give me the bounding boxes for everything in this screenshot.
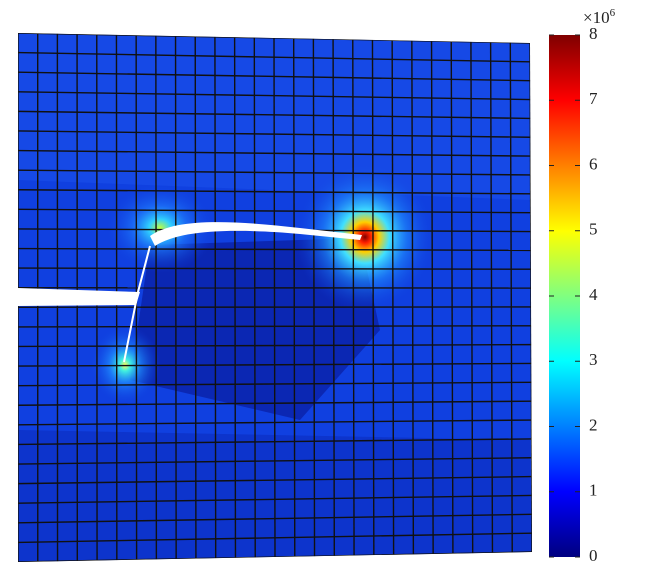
mesh-line	[18, 438, 532, 446]
mesh-line	[391, 40, 395, 555]
mesh-line	[18, 475, 532, 485]
mesh-line	[174, 36, 177, 559]
mesh-line	[18, 400, 532, 406]
stress-hotspot	[295, 162, 435, 312]
mesh-line	[18, 71, 531, 82]
mesh-line	[18, 419, 532, 426]
mesh-line	[18, 494, 532, 504]
mesh-line	[214, 36, 217, 559]
colorbar-tick-label: 0	[589, 546, 598, 565]
mesh-line	[18, 325, 532, 328]
colorbar-tick-label: 2	[589, 415, 598, 434]
mesh-line	[489, 42, 494, 553]
mesh-line	[18, 267, 531, 270]
colorbar-tick-label: 5	[589, 220, 598, 239]
mesh-line	[430, 41, 434, 554]
mesh-line	[292, 38, 296, 557]
stress-hotspot	[105, 183, 215, 273]
multiplier-base: ×10	[583, 8, 610, 27]
mesh-line	[352, 39, 355, 556]
mesh-line	[18, 189, 531, 195]
mesh-line	[18, 247, 531, 252]
colorbar-tick-label: 4	[589, 285, 598, 304]
mesh-line	[253, 37, 256, 558]
colorbar	[549, 35, 580, 557]
colorbar-multiplier: ×106	[583, 7, 616, 27]
crack	[123, 245, 151, 363]
colorbar-axis: 0 1 2 3 4 5 6 7 8	[549, 24, 598, 565]
mesh-line	[18, 513, 532, 524]
mesh-line	[18, 343, 532, 348]
mesh-line	[233, 37, 237, 558]
mesh-line	[18, 51, 531, 63]
mesh-line	[332, 39, 336, 556]
mesh-line	[470, 41, 474, 554]
multiplier-exponent: 6	[610, 7, 616, 19]
mesh-line	[18, 130, 531, 138]
mesh-line	[411, 40, 415, 555]
colorbar-tick-label: 8	[589, 24, 598, 43]
mesh-line	[194, 36, 197, 559]
colorbar-tick-label: 7	[589, 89, 598, 108]
mesh-line	[18, 91, 531, 101]
colorbar-tick-label: 1	[589, 481, 598, 500]
notch	[18, 288, 140, 306]
mesh-line	[312, 38, 316, 557]
colorbar-tick-label: 6	[589, 154, 598, 173]
field	[18, 33, 532, 562]
mesh-line	[450, 41, 454, 554]
mesh-line	[18, 381, 532, 387]
mesh-line	[509, 42, 513, 553]
crack	[150, 222, 362, 246]
mesh-line	[18, 532, 532, 544]
mesh-line	[18, 169, 531, 176]
colorbar-tick-label: 3	[589, 350, 598, 369]
mesh-line	[18, 362, 532, 367]
mesh-line	[371, 39, 375, 556]
mesh-line	[273, 37, 276, 558]
mesh-line	[18, 110, 531, 120]
mesh-line	[18, 208, 531, 214]
mesh-line	[18, 149, 531, 157]
mesh-line	[18, 457, 532, 465]
mesh-line	[155, 35, 158, 560]
